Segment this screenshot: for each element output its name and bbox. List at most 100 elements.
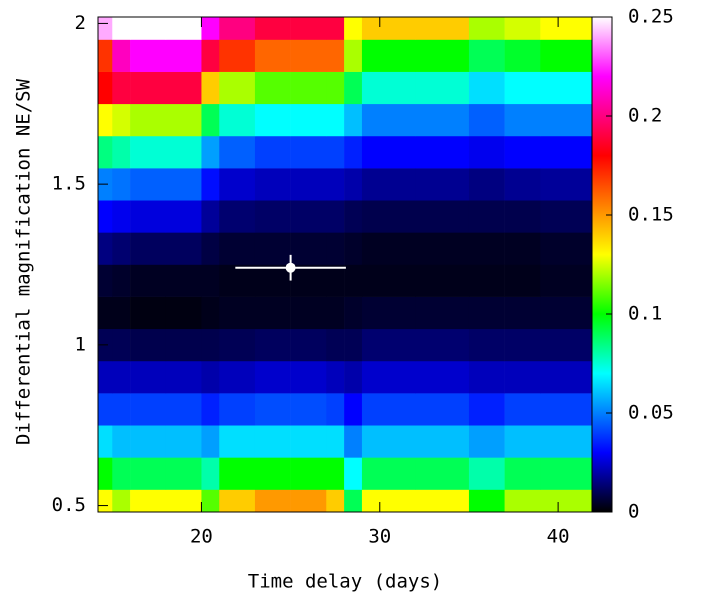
heat-cell [540, 17, 593, 40]
heat-cell [130, 328, 167, 362]
heat-cell [326, 296, 345, 330]
heat-cell [254, 135, 291, 169]
heat-cell [415, 328, 470, 362]
heat-cell [98, 489, 113, 513]
heat-cell [201, 135, 220, 169]
heat-cell [468, 168, 505, 201]
heat-cell [504, 296, 541, 330]
heat-cell [361, 103, 416, 137]
heat-cell [219, 103, 256, 137]
heat-cell [326, 135, 345, 169]
heat-cell [165, 17, 202, 40]
heat-cell [504, 103, 541, 137]
heat-cell [165, 328, 202, 362]
heat-cell [201, 200, 220, 233]
heat-cell [361, 457, 416, 490]
heat-cell [98, 200, 113, 233]
heat-cell [130, 71, 167, 105]
data-point [285, 262, 296, 273]
heat-cell [254, 264, 291, 297]
heat-cell [361, 17, 416, 40]
heat-cell [361, 39, 416, 72]
heat-cell [344, 489, 363, 513]
heat-cell [219, 71, 256, 105]
heat-cell [98, 103, 113, 137]
heat-cell [219, 39, 256, 72]
heat-cell [415, 103, 470, 137]
heat-cell [290, 360, 327, 394]
heat-cell [326, 393, 345, 426]
heat-cell [112, 17, 131, 40]
heat-cell [326, 71, 345, 105]
heat-cell [112, 360, 131, 394]
heat-cell [165, 232, 202, 265]
heat-cell [219, 135, 256, 169]
heat-cell [468, 425, 505, 458]
x-tick-label: 40 [547, 526, 570, 548]
heat-cell [219, 328, 256, 362]
heat-cell [130, 457, 167, 490]
heat-cell [361, 168, 416, 201]
heat-cell [130, 232, 167, 265]
heat-cell [540, 71, 593, 105]
heat-cell [130, 264, 167, 297]
heat-cell [165, 264, 202, 297]
heat-cell [112, 264, 131, 297]
heat-cell [130, 168, 167, 201]
heat-cell [98, 135, 113, 169]
heat-cell [165, 393, 202, 426]
colorbar [591, 16, 613, 513]
heat-cell [415, 232, 470, 265]
heat-cell [344, 39, 363, 72]
heat-cell [468, 39, 505, 72]
heat-cell [112, 328, 131, 362]
heat-cell [468, 200, 505, 233]
heat-cell [540, 232, 593, 265]
heat-cell [165, 200, 202, 233]
heat-cell [201, 296, 220, 330]
heat-cell [201, 360, 220, 394]
heat-cell [415, 296, 470, 330]
heat-cell [344, 264, 363, 297]
y-tick-label: 2 [75, 12, 86, 34]
heat-cell [165, 71, 202, 105]
heat-cell [219, 489, 256, 513]
heat-cell [130, 17, 167, 40]
heat-cell [468, 328, 505, 362]
heat-cell [540, 103, 593, 137]
heat-cell [219, 296, 256, 330]
heat-cell [344, 135, 363, 169]
heat-cell [415, 17, 470, 40]
heat-cell [112, 425, 131, 458]
heat-cell [98, 264, 113, 297]
colorbar-tick-label: 0.15 [628, 204, 674, 226]
heat-cell [219, 17, 256, 40]
y-tick-label: 1.5 [52, 173, 86, 195]
heat-cell [130, 360, 167, 394]
heat-cell [326, 200, 345, 233]
heat-cell [540, 328, 593, 362]
heat-cell [415, 489, 470, 513]
heat-cell [504, 328, 541, 362]
heat-cell [326, 17, 345, 40]
heat-cell [290, 328, 327, 362]
heat-cell [361, 200, 416, 233]
heat-cell [504, 17, 541, 40]
heat-cell [201, 393, 220, 426]
heat-cell [415, 168, 470, 201]
y-tick-label: 0.5 [52, 494, 86, 516]
heat-cell [254, 489, 291, 513]
heat-cell [415, 264, 470, 297]
heat-cell [468, 360, 505, 394]
heat-cell [165, 135, 202, 169]
heat-cell [254, 296, 291, 330]
heat-cell [130, 135, 167, 169]
heat-cell [468, 135, 505, 169]
colorbar-tick-label: 0.2 [628, 105, 662, 127]
heat-cell [201, 264, 220, 297]
heat-cell [326, 489, 345, 513]
heat-cell [98, 425, 113, 458]
heat-cell [540, 264, 593, 297]
heat-cell [415, 71, 470, 105]
